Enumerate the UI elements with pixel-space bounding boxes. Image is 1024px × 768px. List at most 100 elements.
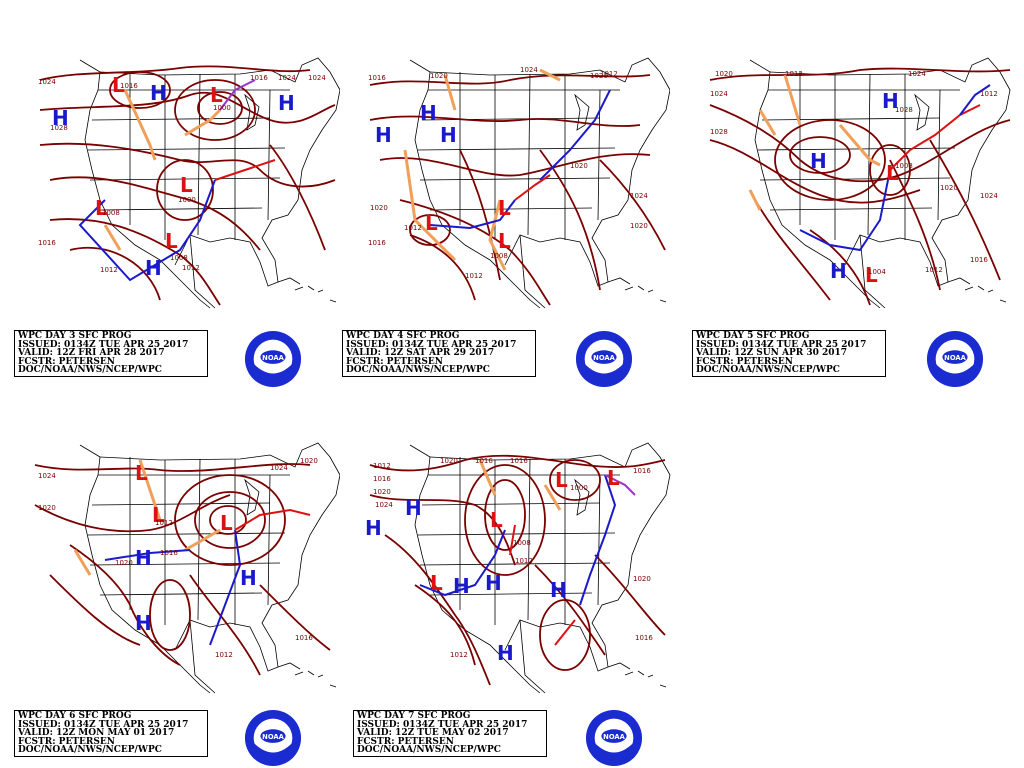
svg-text:1012: 1012 — [600, 70, 618, 78]
forecast-panel-day3: H H H H L L L L L 1024 1028 1016 1016 1024 1024 101… — [10, 50, 340, 388]
noaa-logo: NOAA — [244, 330, 302, 388]
svg-text:1012: 1012 — [925, 266, 943, 274]
svg-text:H: H — [420, 101, 437, 125]
svg-text:1028: 1028 — [895, 106, 913, 114]
svg-text:L: L — [498, 229, 511, 253]
svg-text:1020: 1020 — [370, 204, 388, 212]
svg-text:1024: 1024 — [908, 70, 926, 78]
svg-text:1024: 1024 — [630, 192, 648, 200]
info-valid: VALID: 12Z FRI APR 28 2017 — [18, 348, 165, 359]
svg-text:1008: 1008 — [513, 539, 531, 547]
svg-text:H: H — [52, 106, 69, 130]
forecast-info-box: WPC DAY 4 SFC PROG ISSUED: 0134Z TUE APR… — [342, 330, 536, 377]
svg-text:1008: 1008 — [895, 162, 913, 170]
info-valid: VALID: 12Z MON MAY 01 2017 — [18, 728, 175, 739]
svg-text:1016: 1016 — [368, 239, 386, 247]
svg-text:1012: 1012 — [515, 557, 533, 565]
info-forecaster: FCSTR: PETERSEN — [696, 356, 793, 367]
svg-text:L: L — [165, 229, 178, 253]
svg-text:H: H — [135, 546, 152, 570]
svg-text:1012: 1012 — [980, 90, 998, 98]
info-issued: ISSUED: 0134Z TUE APR 25 2017 — [357, 719, 528, 730]
svg-text:1020: 1020 — [440, 457, 458, 465]
svg-text:1024: 1024 — [375, 501, 393, 509]
info-forecaster: FCSTR: PETERSEN — [18, 736, 115, 747]
svg-text:1020: 1020 — [633, 575, 651, 583]
svg-text:L: L — [95, 196, 108, 220]
info-issued: ISSUED: 0134Z TUE APR 25 2017 — [346, 339, 517, 350]
svg-text:1012: 1012 — [373, 462, 391, 470]
svg-text:1012: 1012 — [155, 519, 173, 527]
svg-text:1024: 1024 — [980, 192, 998, 200]
svg-text:H: H — [810, 149, 827, 173]
svg-text:1020: 1020 — [630, 222, 648, 230]
info-issued: ISSUED: 0134Z TUE APR 25 2017 — [18, 339, 189, 350]
svg-text:H: H — [145, 256, 162, 280]
svg-text:L: L — [886, 161, 899, 185]
svg-text:1024: 1024 — [520, 66, 538, 74]
svg-text:L: L — [112, 73, 125, 97]
forecast-info-box: WPC DAY 7 SFC PROG ISSUED: 0134Z TUE APR… — [353, 710, 547, 757]
svg-text:H: H — [830, 259, 847, 283]
svg-text:1016: 1016 — [295, 634, 313, 642]
svg-text:L: L — [180, 173, 193, 197]
info-agency: DOC/NOAA/NWS/NCEP/WPC — [18, 365, 162, 376]
svg-text:1028: 1028 — [50, 124, 68, 132]
svg-text:1024: 1024 — [38, 78, 56, 86]
svg-text:H: H — [485, 571, 502, 595]
forecast-info-box: WPC DAY 6 SFC PROG ISSUED: 0134Z TUE APR… — [14, 710, 208, 757]
svg-text:1008: 1008 — [170, 254, 188, 262]
svg-text:H: H — [150, 81, 167, 105]
svg-text:1020: 1020 — [38, 504, 56, 512]
svg-text:L: L — [865, 263, 878, 287]
svg-text:H: H — [550, 578, 567, 602]
svg-text:1000: 1000 — [213, 104, 231, 112]
svg-text:L: L — [220, 511, 233, 535]
forecast-info-box: WPC DAY 5 SFC PROG ISSUED: 0134Z TUE APR… — [692, 330, 886, 377]
svg-text:1020: 1020 — [430, 72, 448, 80]
info-title: WPC DAY 7 SFC PROG — [357, 711, 471, 721]
svg-text:1012: 1012 — [404, 224, 422, 232]
info-issued: ISSUED: 0134Z TUE APR 25 2017 — [18, 719, 189, 730]
info-forecaster: FCSTR: PETERSEN — [18, 356, 115, 367]
svg-text:H: H — [497, 641, 514, 665]
svg-text:L: L — [555, 468, 568, 492]
svg-text:1016: 1016 — [38, 239, 56, 247]
svg-text:1016: 1016 — [120, 82, 138, 90]
svg-text:NOAA: NOAA — [944, 354, 966, 362]
info-valid: VALID: 12Z SAT APR 29 2017 — [346, 348, 495, 359]
svg-text:L: L — [210, 83, 223, 107]
noaa-logo: NOAA — [926, 330, 984, 388]
svg-text:1000: 1000 — [178, 196, 196, 204]
svg-text:1016: 1016 — [373, 475, 391, 483]
info-title: WPC DAY 3 SFC PROG — [18, 331, 132, 341]
svg-text:1020: 1020 — [715, 70, 733, 78]
svg-text:1012: 1012 — [100, 266, 118, 274]
svg-text:H: H — [240, 566, 257, 590]
svg-text:1000: 1000 — [570, 484, 588, 492]
info-title: WPC DAY 5 SFC PROG — [696, 331, 810, 341]
svg-text:1020: 1020 — [373, 488, 391, 496]
svg-text:1016: 1016 — [633, 467, 651, 475]
surface-map-day3: H H H H L L L L L 1024 1028 1016 1016 1024 1024 101… — [38, 57, 340, 309]
svg-text:1008: 1008 — [490, 252, 508, 260]
svg-text:L: L — [430, 571, 443, 595]
svg-text:H: H — [135, 611, 152, 635]
noaa-logo: NOAA — [585, 709, 643, 767]
svg-text:1012: 1012 — [465, 272, 483, 280]
info-title: WPC DAY 4 SFC PROG — [346, 331, 460, 341]
svg-text:L: L — [498, 196, 511, 220]
svg-text:1012: 1012 — [182, 264, 200, 272]
info-forecaster: FCSTR: PETERSEN — [346, 356, 443, 367]
info-agency: DOC/NOAA/NWS/NCEP/WPC — [357, 745, 501, 756]
svg-text:1016: 1016 — [250, 74, 268, 82]
svg-text:H: H — [375, 123, 392, 147]
svg-text:NOAA: NOAA — [603, 733, 625, 741]
svg-text:H: H — [365, 516, 382, 540]
svg-text:1020: 1020 — [300, 457, 318, 465]
svg-text:1024: 1024 — [278, 74, 296, 82]
